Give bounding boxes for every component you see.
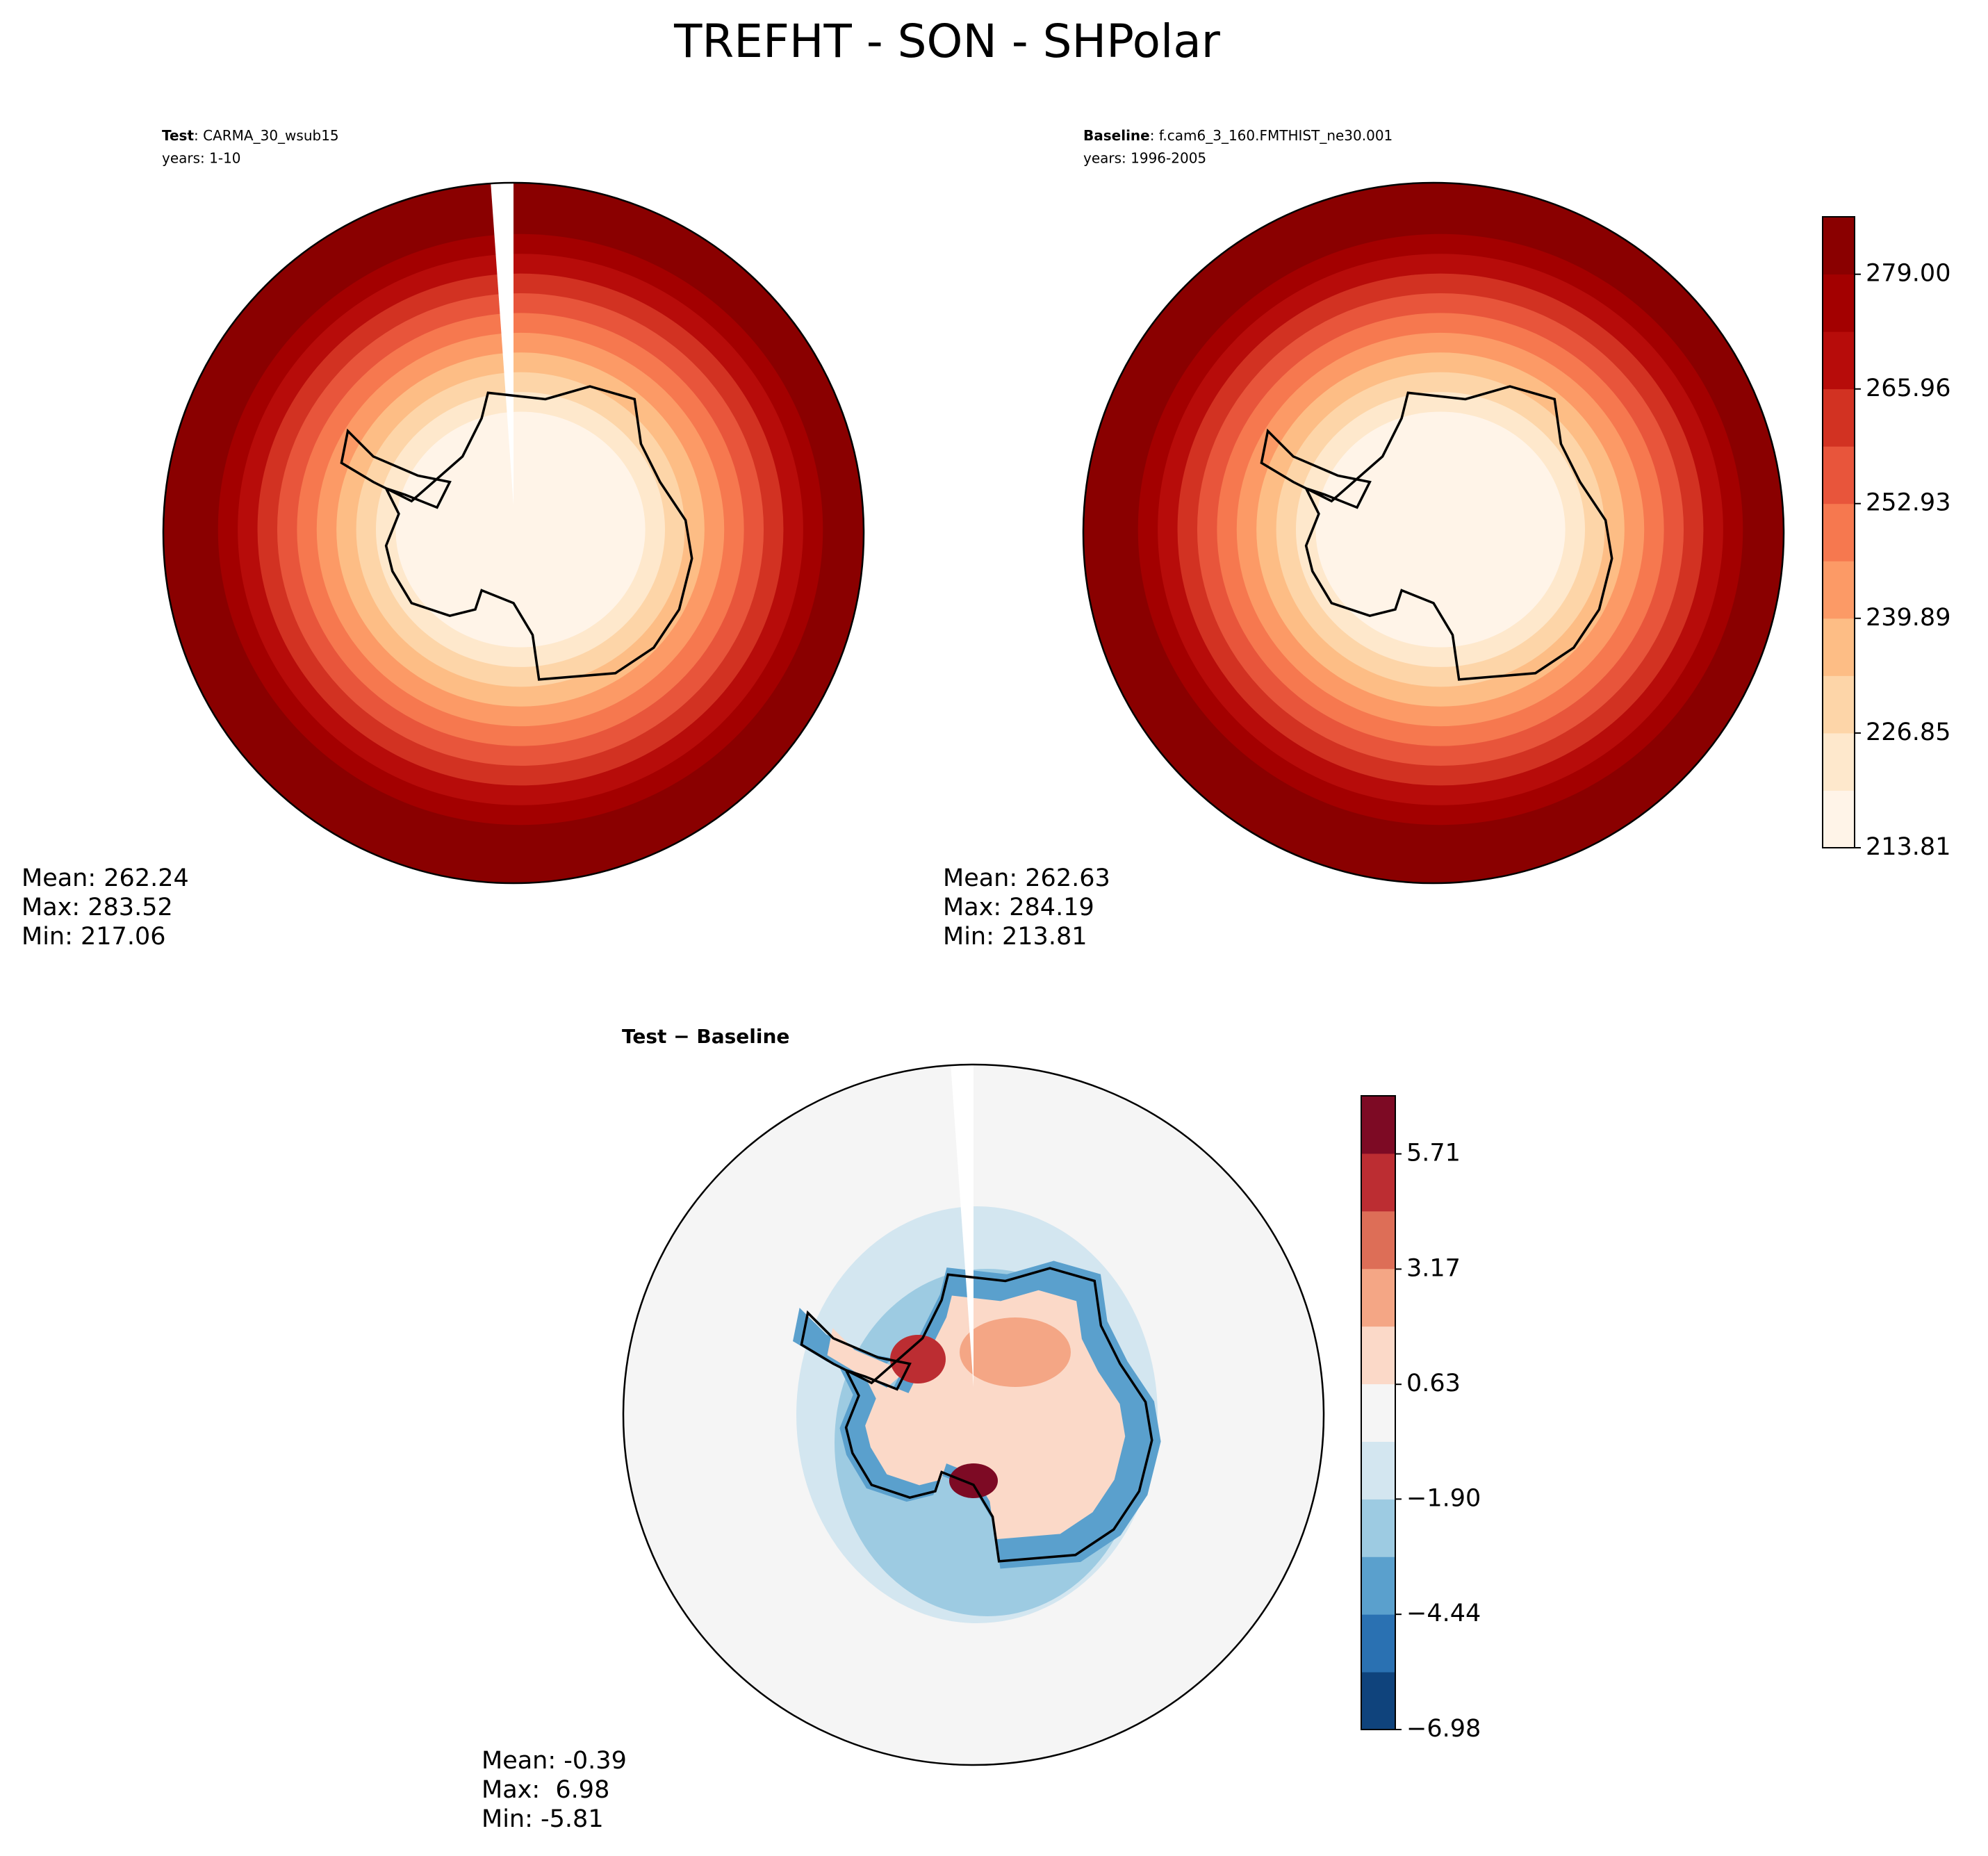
colorbar-tick-label: 213.81 — [1866, 833, 1950, 861]
stat: Max: 284.19 — [943, 894, 1094, 921]
stat: Min: 217.06 — [22, 923, 166, 951]
colorbar-band — [1361, 1268, 1395, 1327]
coastline — [1260, 385, 1613, 681]
colorbar-band — [1823, 217, 1855, 275]
panel-subtitle: Baseline: f.cam6_3_160.FMTHIST_ne30.001 — [1083, 127, 1393, 144]
coastline — [800, 1267, 1153, 1563]
contour-band — [395, 411, 646, 648]
stat: Mean: -0.39 — [482, 1747, 627, 1775]
map — [1082, 181, 1785, 885]
colorbar-band — [1361, 1441, 1395, 1500]
years: years: 1996-2005 — [1083, 150, 1206, 167]
figure-title: TREFHT - SON - SHPolar — [673, 15, 1221, 68]
colorbar-band — [1361, 1210, 1395, 1270]
stat: Min: 213.81 — [943, 923, 1087, 951]
colorbar-tick-label: 265.96 — [1866, 375, 1950, 402]
colorbar-band — [1361, 1153, 1395, 1212]
panel-label: Test — [162, 127, 194, 144]
colorbar-frame — [1361, 1095, 1396, 1730]
stat: Mean: 262.63 — [943, 864, 1110, 892]
colorbar-band — [1823, 561, 1855, 619]
anomaly-band — [960, 1317, 1071, 1387]
missing-wedge — [491, 181, 514, 505]
colorbar-band — [1823, 331, 1855, 390]
colorbar-band — [1361, 1614, 1395, 1673]
colorbar-band — [1823, 732, 1855, 791]
colorbar-tick-label: 239.89 — [1866, 604, 1950, 632]
colorbar-band — [1823, 675, 1855, 734]
colorbar-band — [1361, 1499, 1395, 1557]
colorbar-tick-label: 226.85 — [1866, 718, 1950, 746]
colorbar-band — [1823, 503, 1855, 561]
contour-band — [1315, 411, 1566, 648]
map — [622, 1063, 1325, 1766]
colorbar-band — [1823, 790, 1855, 848]
map — [162, 181, 865, 885]
panel-label: Baseline — [1083, 127, 1150, 144]
years: years: 1-10 — [162, 150, 241, 167]
case-name: : f.cam6_3_160.FMTHIST_ne30.001 — [1150, 127, 1393, 144]
colorbar-band — [1823, 274, 1855, 332]
colorbar-band — [1361, 1557, 1395, 1615]
colorbar-band — [1361, 1326, 1395, 1385]
colorbar-band — [1823, 618, 1855, 676]
anomaly-band — [949, 1463, 998, 1498]
colorbar-band — [1823, 446, 1855, 504]
colorbar-tick-label: 0.63 — [1406, 1370, 1461, 1397]
colorbar-band — [1361, 1672, 1395, 1730]
anomaly-band — [890, 1335, 946, 1383]
coastline — [340, 385, 693, 681]
colorbar-band — [1361, 1383, 1395, 1442]
stat: Min: -5.81 — [482, 1805, 604, 1833]
colorbar-tick-label: −4.44 — [1406, 1600, 1481, 1627]
colorbar-band — [1823, 388, 1855, 447]
panel-subtitle: Test: CARMA_30_wsub15 — [162, 127, 339, 144]
case-name: : CARMA_30_wsub15 — [194, 127, 339, 144]
colorbar-tick-label: 3.17 — [1406, 1254, 1461, 1282]
colorbar-tick-label: −1.90 — [1406, 1484, 1481, 1512]
stat: Max: 6.98 — [482, 1776, 609, 1804]
colorbar-tick-label: 279.00 — [1866, 260, 1950, 288]
map-boundary — [622, 1063, 1325, 1766]
colorbar-tick-label: 5.71 — [1406, 1140, 1461, 1167]
colorbar-tick-label: −6.98 — [1406, 1715, 1481, 1743]
colorbar-band — [1361, 1096, 1395, 1154]
map-boundary — [1082, 181, 1785, 885]
stat: Max: 283.52 — [22, 894, 173, 921]
missing-wedge — [951, 1063, 974, 1387]
panel-label: Test − Baseline — [622, 1025, 789, 1048]
map-boundary — [162, 181, 865, 885]
stat: Mean: 262.24 — [22, 864, 189, 892]
colorbar-frame — [1822, 216, 1855, 848]
colorbar-tick-label: 252.93 — [1866, 489, 1950, 517]
